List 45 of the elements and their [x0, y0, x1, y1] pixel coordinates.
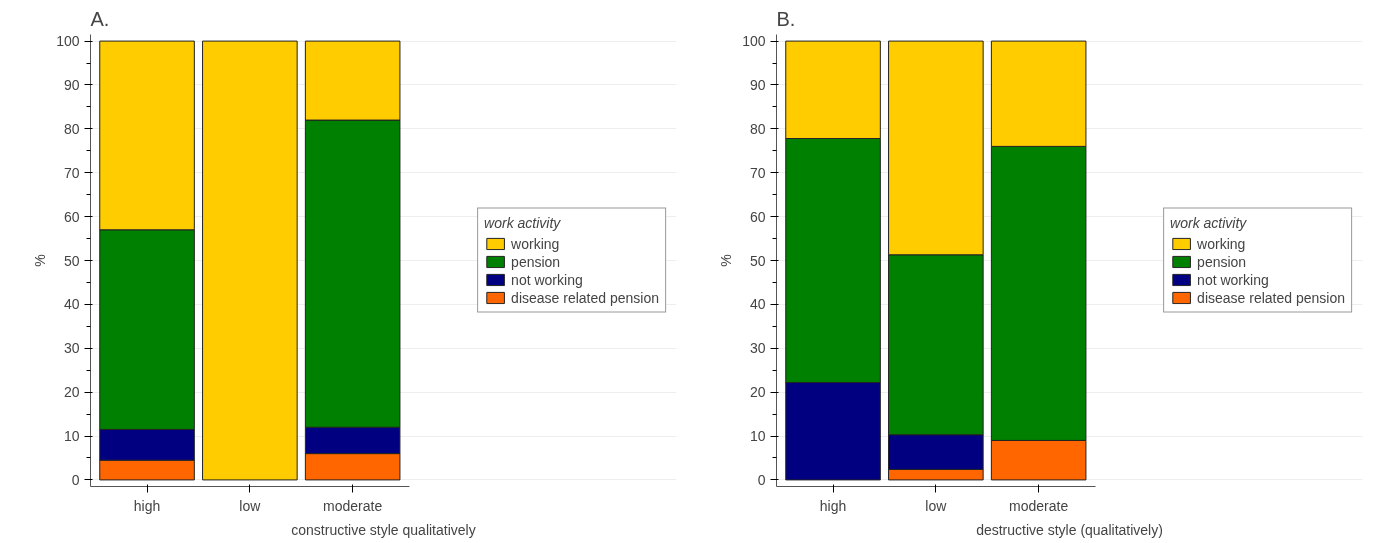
legend-label: disease related pension: [511, 289, 659, 306]
y-tick-label: 60: [63, 208, 80, 225]
legend-label: not working: [511, 271, 583, 288]
y-tick-label: 70: [63, 164, 80, 181]
legend-label: working: [1197, 235, 1246, 252]
legend-label: pension: [511, 253, 561, 270]
y-tick-label: 80: [63, 120, 80, 137]
y-tick-label: 50: [749, 252, 766, 269]
y-tick-label: 10: [63, 428, 80, 445]
y-tick-label: 30: [63, 340, 80, 357]
y-tick-label: 100: [742, 33, 766, 50]
legend-label: pension: [1197, 253, 1247, 270]
x-tick-label: low: [239, 497, 262, 514]
y-tick-label: 50: [63, 252, 80, 269]
x-tick-label: high: [133, 497, 161, 514]
y-tick-label: 90: [749, 76, 766, 93]
x-tick-label: moderate: [323, 497, 383, 514]
y-tick-label: 80: [749, 120, 766, 137]
y-tick-label: 100: [56, 33, 80, 50]
legend-title: work activity: [484, 214, 562, 231]
y-tick-label: 10: [749, 428, 766, 445]
y-tick-label: 90: [63, 76, 80, 93]
y-tick-label: 40: [63, 296, 80, 313]
y-tick-label: 20: [63, 384, 80, 401]
y-tick-label: 70: [749, 164, 766, 181]
x-axis-title: destructive style (qualitatively): [976, 521, 1163, 538]
x-tick-label: low: [925, 497, 948, 514]
y-tick-label: 40: [749, 296, 766, 313]
y-tick-label: 0: [71, 471, 80, 488]
y-tick-label: 20: [749, 384, 766, 401]
legend-label: not working: [1197, 271, 1269, 288]
y-axis-title: %: [718, 254, 735, 267]
y-tick-label: 0: [757, 471, 766, 488]
x-tick-label: high: [819, 497, 847, 514]
legend-title: work activity: [1170, 214, 1248, 231]
legend-label: disease related pension: [1197, 289, 1345, 306]
chart-title: B.: [776, 7, 796, 30]
legend-label: working: [511, 235, 560, 252]
y-axis-title: %: [32, 254, 49, 267]
x-tick-label: moderate: [1009, 497, 1069, 514]
y-tick-label: 60: [749, 208, 766, 225]
y-tick-label: 30: [749, 340, 766, 357]
bar: [202, 40, 298, 481]
chart-title: A.: [90, 7, 110, 30]
x-axis-title: constructive style qualitatively: [291, 521, 476, 538]
